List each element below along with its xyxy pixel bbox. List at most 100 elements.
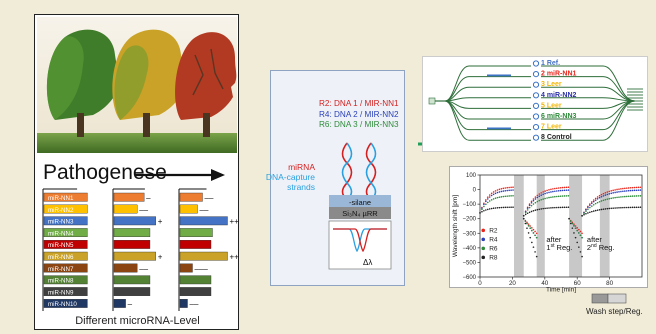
data-point (635, 195, 638, 197)
data-point (486, 196, 489, 198)
data-point (559, 195, 562, 197)
data-point (512, 189, 514, 191)
receptor-line: R4: DNA 2 / MIR-NN2 (319, 109, 399, 119)
dna-helix-left (341, 142, 353, 200)
data-point (483, 209, 485, 212)
data-point (548, 191, 550, 194)
data-point (486, 208, 489, 211)
data-point (561, 189, 564, 192)
data-point (567, 189, 570, 191)
data-point (627, 187, 630, 189)
data-point (550, 207, 552, 209)
data-point (528, 211, 531, 214)
x-tick-label: 20 (509, 280, 516, 287)
data-point (627, 189, 630, 192)
mirna-bar (43, 263, 88, 273)
data-point (581, 232, 583, 235)
data-point (627, 195, 630, 198)
data-point (612, 207, 614, 209)
data-point (587, 212, 589, 214)
data-point (550, 188, 552, 191)
ring-resonator (532, 102, 540, 110)
data-point (604, 194, 607, 196)
data-point (522, 215, 525, 217)
mirna-bar (113, 263, 138, 273)
data-point (536, 208, 539, 211)
ring-label: 4 miR-NN2 (541, 92, 577, 99)
sensor-schematic-panel: R2: DNA 1 / MIR-NN1 R4: DNA 2 / MIR-NN2 R6… (266, 70, 405, 286)
data-point (625, 187, 628, 189)
data-point (544, 192, 546, 195)
data-point (639, 186, 642, 189)
data-point (546, 197, 548, 199)
level-change-mark: ++ (230, 253, 240, 262)
data-point (527, 225, 530, 227)
data-point (542, 191, 544, 193)
data-point (565, 186, 568, 189)
data-point (534, 251, 536, 253)
data-point (488, 194, 491, 196)
data-point (506, 189, 509, 192)
mirna-bar (113, 240, 151, 249)
data-point (579, 230, 582, 233)
data-point (573, 232, 575, 234)
data-point (583, 213, 585, 216)
data-point (598, 208, 601, 211)
data-point (548, 188, 550, 191)
data-point (508, 206, 510, 209)
data-point (510, 195, 512, 197)
receptor-line: R2: DNA 1 / MIR-NN1 (319, 99, 399, 108)
data-point (502, 206, 505, 209)
data-point (629, 189, 632, 192)
data-point (506, 195, 509, 197)
ring-resonator (532, 71, 540, 78)
data-point (574, 227, 577, 229)
data-point (598, 200, 601, 203)
data-point (610, 192, 613, 195)
data-point (496, 196, 499, 199)
data-point (544, 207, 546, 210)
data-point (569, 220, 572, 222)
ring-label: 2 miR-NN1 (541, 71, 577, 78)
level-change-mark: ++ (230, 217, 240, 226)
data-point (608, 197, 611, 200)
data-point (542, 193, 544, 196)
data-point (589, 204, 591, 206)
data-point (571, 221, 574, 224)
data-point (481, 207, 483, 209)
data-point (568, 217, 570, 220)
data-point (574, 236, 577, 239)
data-point (637, 186, 640, 189)
data-point (573, 225, 575, 227)
mirna-label: miR-NN8 (48, 278, 74, 285)
data-point (546, 207, 548, 209)
data-point (624, 190, 626, 192)
data-point (524, 213, 527, 216)
data-point (600, 208, 603, 211)
data-point (496, 189, 499, 191)
data-point (532, 232, 535, 234)
data-point (526, 212, 529, 215)
mirna-bar (43, 287, 88, 297)
mirna-bar (179, 228, 213, 238)
data-point (618, 207, 620, 209)
data-point (530, 210, 533, 213)
data-point (500, 190, 503, 193)
data-point (614, 196, 616, 199)
data-point (524, 211, 527, 214)
mirna-bar (179, 298, 188, 308)
data-point (530, 204, 533, 207)
data-point (561, 186, 564, 189)
data-point (563, 189, 566, 192)
data-point (508, 189, 510, 192)
dna-helix-right (365, 142, 377, 200)
data-point (535, 236, 538, 239)
data-point (536, 194, 539, 197)
mirna-bar (43, 228, 88, 238)
data-point (540, 208, 543, 210)
data-point (596, 201, 599, 204)
data-point (554, 206, 556, 209)
data-point (555, 206, 558, 209)
data-point (635, 206, 638, 209)
x-tick-label: 40 (541, 280, 548, 287)
